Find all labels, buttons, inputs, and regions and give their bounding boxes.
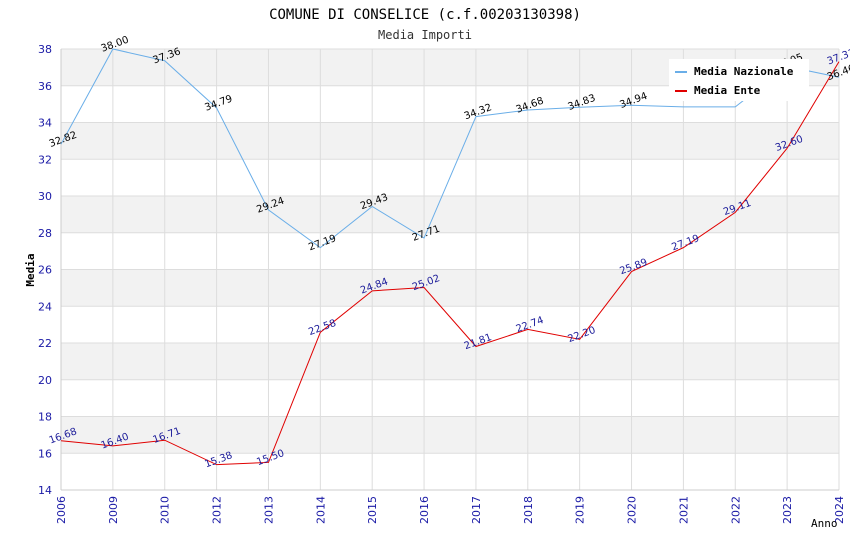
x-axis-label: Anno [811, 517, 838, 530]
x-tick-label: 2016 [418, 496, 431, 524]
y-tick-label: 34 [38, 117, 52, 130]
plot-band [61, 416, 839, 454]
x-tick-label: 2021 [677, 496, 690, 524]
y-tick-label: 20 [38, 374, 52, 387]
x-tick-label: 2023 [781, 496, 794, 524]
gridlines [60, 48, 840, 491]
plot-band [61, 269, 839, 307]
y-tick-label: 26 [38, 264, 52, 277]
x-tick-label: 2018 [522, 496, 535, 524]
x-tick-label: 2019 [574, 496, 587, 524]
y-tick-label: 24 [38, 300, 52, 313]
series-line [60, 48, 840, 249]
legend: Media Nazionale Media Ente [669, 59, 809, 101]
x-tick-label: 2012 [211, 496, 224, 524]
y-tick-label: 28 [38, 227, 52, 240]
x-tick-label: 2020 [626, 496, 639, 524]
legend-box [669, 59, 809, 101]
x-tick-label: 2022 [729, 496, 742, 524]
y-tick-label: 22 [38, 337, 52, 350]
series-lines [60, 48, 840, 466]
plot-band [61, 343, 839, 380]
legend-label-ente: Media Ente [694, 84, 761, 97]
y-tick-label: 14 [38, 484, 52, 497]
plot-band [61, 232, 839, 270]
y-axis-label: Media [24, 253, 37, 286]
y-tick-label: 18 [38, 411, 52, 424]
y-tick-label: 16 [38, 447, 52, 460]
y-tick-label: 32 [38, 153, 52, 166]
x-tick-label: 2010 [159, 496, 172, 524]
y-tick-label: 38 [38, 43, 52, 56]
plot-band [61, 453, 839, 490]
plot-bands [61, 49, 839, 490]
x-tick-label: 2009 [107, 496, 120, 524]
plot-band [61, 122, 839, 160]
chart-subtitle: Media Importi [378, 28, 472, 42]
x-tick-label: 2015 [366, 496, 379, 524]
plot-band [61, 196, 839, 233]
legend-label-nazionale: Media Nazionale [694, 65, 794, 78]
plot-band [61, 379, 839, 417]
y-axis-ticks: 14 16 18 20 22 24 26 28 30 32 34 36 38 [38, 43, 52, 497]
chart-title: COMUNE DI CONSELICE (c.f.00203130398) [269, 7, 581, 23]
x-tick-label: 2013 [262, 496, 275, 524]
y-tick-label: 30 [38, 190, 52, 203]
series-line [60, 61, 840, 466]
x-axis-ticks: 2006 2009 2010 2012 2013 2014 2015 2016 2017 2018… [55, 496, 846, 524]
plot-band [61, 306, 839, 343]
x-tick-label: 2017 [470, 496, 483, 524]
y-tick-label: 36 [38, 80, 52, 93]
x-tick-label: 2014 [314, 496, 327, 524]
x-tick-label: 2024 [833, 496, 846, 524]
x-tick-label: 2006 [55, 496, 68, 524]
